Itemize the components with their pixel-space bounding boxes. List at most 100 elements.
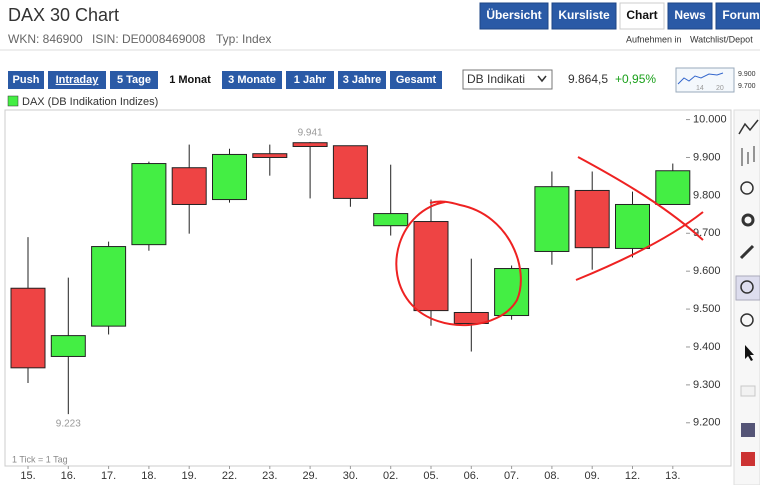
y-tick-label: 9.800: [693, 189, 721, 201]
candle-body: [453, 311, 489, 324]
tool-save[interactable]: [741, 423, 755, 437]
period-button[interactable]: [338, 71, 386, 89]
candle-body: [10, 287, 46, 369]
x-tick-label: 07.: [504, 470, 519, 482]
mini-line: [677, 72, 724, 85]
hand-line: [575, 211, 704, 281]
x-tick-label: 05.: [423, 470, 438, 482]
x-tick-label: 15.: [20, 470, 35, 482]
hand-drawing: [395, 156, 704, 326]
candle-body: [332, 145, 368, 199]
period-label: 3 Jahre: [343, 74, 382, 86]
hand-line: [577, 156, 704, 241]
x-tick-label: 02.: [383, 470, 398, 482]
nav-tab[interactable]: [667, 2, 713, 30]
period-button[interactable]: [286, 71, 334, 89]
candle-body: [574, 189, 610, 249]
source-select[interactable]: [462, 69, 553, 90]
x-tick-label: 17.: [101, 470, 116, 482]
tool-settings[interactable]: [741, 213, 755, 227]
nav-tab-label: Kursliste: [558, 8, 610, 22]
x-tick-label: 09.: [585, 470, 600, 482]
nav-tab[interactable]: [619, 2, 665, 30]
y-tick-label: 10.000: [693, 113, 727, 125]
candle-body: [534, 186, 570, 252]
tool-ohlc[interactable]: [741, 146, 755, 166]
annotation: 9.941: [298, 128, 323, 139]
nav-tab[interactable]: [551, 2, 617, 30]
tool-delete[interactable]: [741, 452, 755, 466]
x-tick-label: 13.: [665, 470, 680, 482]
period-label: 1 Jahr: [294, 74, 327, 86]
tool-pointer[interactable]: [745, 345, 754, 361]
change: +0,95%: [615, 72, 656, 86]
tool-search[interactable]: [740, 181, 754, 195]
tool-line[interactable]: [738, 119, 759, 135]
watch-prefix: Aufnehmen in: [626, 34, 682, 44]
x-tick-label: 12.: [625, 470, 640, 482]
period-button[interactable]: [48, 71, 106, 89]
x-tick-label: 16.: [61, 470, 76, 482]
candle-body: [373, 213, 409, 227]
tool-print[interactable]: [740, 385, 756, 397]
nav-tab[interactable]: [479, 2, 549, 30]
x-tick-label: 19.: [182, 470, 197, 482]
period-label: Intraday: [56, 74, 100, 86]
x-tick-label: 06.: [464, 470, 479, 482]
period-button[interactable]: [8, 71, 44, 89]
candle-body: [50, 335, 86, 357]
candle-body: [131, 163, 167, 246]
candle-body: [91, 246, 127, 327]
page-title: DAX 30 Chart: [8, 5, 119, 25]
period-label: 3 Monate: [228, 74, 276, 86]
y-tick-label: 9.700: [693, 227, 721, 239]
nav-tab-label: News: [674, 8, 706, 22]
y-tick-label: 9.400: [693, 341, 721, 353]
tool-zoom-out[interactable]: [740, 313, 754, 327]
y-tick-label: 9.500: [693, 303, 721, 315]
mini-chart[interactable]: [675, 67, 735, 93]
x-tick-label: 29.: [302, 470, 317, 482]
legend-swatch: [7, 95, 19, 107]
x-tick-label: 30.: [343, 470, 358, 482]
period-button[interactable]: [162, 71, 218, 89]
watch-link[interactable]: Watchlist/Depot: [690, 34, 753, 44]
typ: Typ: Index: [216, 32, 271, 46]
candle-body: [212, 153, 247, 201]
nav-tab-label: Übersicht: [486, 7, 541, 22]
select-arrow: [537, 75, 547, 83]
y-tick-label: 9.900: [693, 151, 721, 163]
candle-body: [171, 167, 207, 205]
nav-tab[interactable]: [715, 2, 760, 30]
x-tick-label: 18.: [141, 470, 156, 482]
wkn: WKN: 846900: [8, 32, 83, 46]
mini-label: 9.700: [738, 83, 756, 90]
x-tick-label: 08.: [544, 470, 559, 482]
tool-zoom-in[interactable]: [740, 280, 754, 294]
annotation: 9.223: [56, 419, 81, 430]
price: 9.864,5: [568, 72, 608, 86]
period-button[interactable]: [222, 71, 282, 89]
y-tick-label: 9.200: [693, 417, 721, 429]
period-label: 1 Monat: [169, 74, 211, 86]
hand-circle: [395, 200, 522, 326]
mini-x: 20: [716, 85, 724, 92]
period-label: 5 Tage: [117, 74, 151, 86]
period-button[interactable]: [110, 71, 158, 89]
tick-note: 1 Tick = 1 Tag: [12, 454, 68, 464]
x-tick-label: 22.: [222, 470, 237, 482]
candle-body: [615, 203, 650, 249]
candle-body: [413, 221, 449, 312]
candle-body: [655, 170, 691, 205]
side-toolbar: [733, 109, 760, 485]
source-text: DB Indikati: [467, 72, 525, 86]
legend-label: DAX (DB Indikation Indizes): [22, 96, 158, 108]
tool-active[interactable]: [735, 275, 760, 301]
period-button[interactable]: [390, 71, 442, 89]
isin: ISIN: DE0008469008: [92, 32, 206, 46]
mini-x: 14: [696, 85, 704, 92]
period-label: Push: [13, 74, 40, 86]
nav-tab-label: Forum: [722, 8, 759, 22]
tool-draw[interactable]: [739, 244, 755, 260]
